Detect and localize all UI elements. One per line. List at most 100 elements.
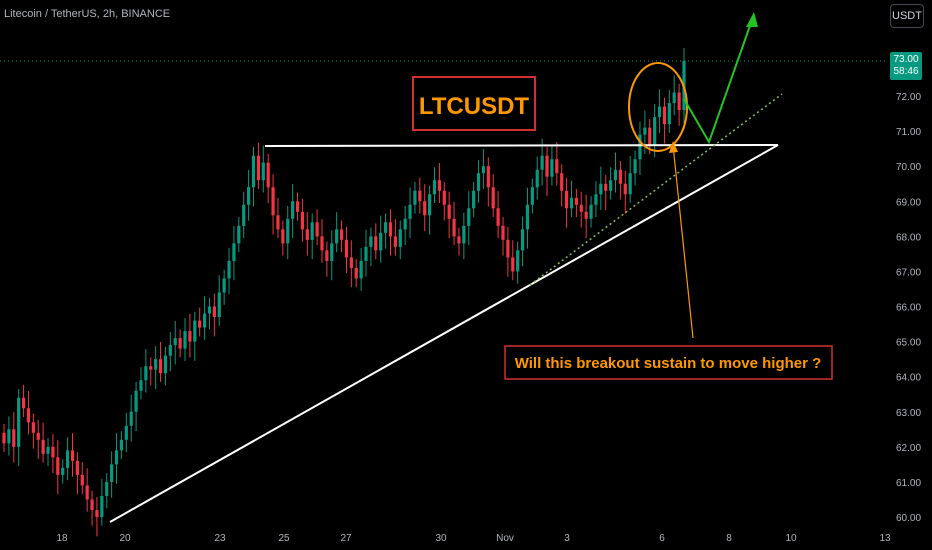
- candle[interactable]: [310, 213, 314, 260]
- candle[interactable]: [129, 394, 133, 442]
- candle[interactable]: [124, 412, 128, 453]
- candle[interactable]: [354, 259, 358, 288]
- candle[interactable]: [657, 89, 662, 133]
- candle[interactable]: [457, 227, 461, 256]
- candle[interactable]: [496, 191, 500, 239]
- candle[interactable]: [261, 145, 265, 193]
- candle[interactable]: [178, 329, 182, 358]
- candle[interactable]: [613, 152, 618, 193]
- candle[interactable]: [667, 90, 671, 133]
- candle[interactable]: [276, 198, 280, 239]
- candle[interactable]: [207, 297, 212, 330]
- candle[interactable]: [188, 313, 192, 358]
- candle[interactable]: [256, 142, 260, 190]
- candle[interactable]: [589, 196, 593, 228]
- candle[interactable]: [119, 431, 124, 460]
- candle[interactable]: [364, 229, 368, 277]
- candle[interactable]: [535, 156, 539, 200]
- candle[interactable]: [413, 181, 417, 214]
- candle[interactable]: [202, 296, 207, 340]
- candle[interactable]: [388, 209, 393, 256]
- candle[interactable]: [26, 391, 31, 435]
- candle[interactable]: [618, 160, 623, 200]
- candle[interactable]: [149, 357, 153, 386]
- candle[interactable]: [452, 201, 456, 246]
- candle[interactable]: [65, 437, 70, 481]
- candle[interactable]: [300, 198, 305, 242]
- candle[interactable]: [271, 174, 275, 235]
- candle[interactable]: [75, 452, 79, 495]
- candle[interactable]: [525, 187, 530, 249]
- candle[interactable]: [467, 191, 471, 246]
- candle[interactable]: [623, 170, 627, 214]
- candle[interactable]: [168, 332, 172, 372]
- candle[interactable]: [545, 146, 549, 197]
- candle[interactable]: [393, 219, 397, 256]
- candle[interactable]: [344, 226, 349, 274]
- candle[interactable]: [242, 191, 246, 239]
- candle[interactable]: [286, 205, 290, 260]
- candle[interactable]: [653, 104, 657, 158]
- candle[interactable]: [154, 346, 158, 389]
- candle[interactable]: [158, 341, 163, 382]
- candle[interactable]: [325, 241, 329, 277]
- candle[interactable]: [163, 346, 168, 386]
- candle[interactable]: [46, 438, 50, 467]
- candle[interactable]: [398, 220, 402, 260]
- candle[interactable]: [530, 178, 534, 214]
- candle[interactable]: [144, 348, 148, 393]
- candle[interactable]: [227, 247, 231, 295]
- candle[interactable]: [212, 293, 216, 337]
- candle[interactable]: [134, 381, 138, 432]
- candle[interactable]: [330, 230, 334, 281]
- candle[interactable]: [36, 419, 40, 460]
- candle[interactable]: [374, 223, 378, 260]
- projection-arrow[interactable]: [683, 19, 753, 145]
- candle[interactable]: [85, 468, 89, 512]
- candle[interactable]: [237, 217, 241, 253]
- candle[interactable]: [2, 424, 6, 453]
- candle[interactable]: [139, 367, 143, 400]
- candle[interactable]: [51, 433, 55, 474]
- candle[interactable]: [31, 413, 35, 449]
- candle[interactable]: [574, 189, 578, 218]
- candle[interactable]: [173, 320, 177, 365]
- candle[interactable]: [281, 220, 285, 256]
- candle[interactable]: [418, 177, 422, 214]
- candle[interactable]: [114, 433, 119, 484]
- candle[interactable]: [90, 490, 94, 526]
- candle[interactable]: [491, 174, 495, 218]
- candle[interactable]: [295, 192, 300, 221]
- candle[interactable]: [217, 275, 221, 326]
- candle[interactable]: [349, 240, 353, 288]
- candle[interactable]: [95, 497, 99, 537]
- candle[interactable]: [442, 181, 446, 221]
- candle[interactable]: [579, 191, 583, 228]
- candle[interactable]: [61, 459, 65, 484]
- candle[interactable]: [520, 216, 525, 267]
- candle[interactable]: [339, 220, 344, 253]
- candle[interactable]: [56, 440, 60, 495]
- candle[interactable]: [70, 433, 75, 477]
- candle[interactable]: [41, 422, 45, 463]
- candle[interactable]: [599, 166, 603, 211]
- candle[interactable]: [472, 181, 476, 218]
- symbol-label[interactable]: Litecoin / TetherUS, 2h, BINANCE: [4, 8, 171, 20]
- candle[interactable]: [408, 187, 412, 239]
- candle[interactable]: [7, 416, 11, 456]
- candle[interactable]: [403, 205, 407, 246]
- candle[interactable]: [604, 174, 608, 211]
- candle[interactable]: [447, 191, 451, 239]
- candle[interactable]: [486, 157, 490, 207]
- candle[interactable]: [383, 213, 388, 249]
- candle[interactable]: [247, 170, 251, 221]
- candle[interactable]: [315, 209, 319, 246]
- candle[interactable]: [506, 226, 510, 277]
- candle[interactable]: [516, 241, 520, 284]
- candle[interactable]: [222, 269, 226, 305]
- candle[interactable]: [193, 311, 197, 361]
- candle[interactable]: [183, 318, 187, 361]
- candle[interactable]: [432, 167, 437, 204]
- breakout-circle[interactable]: [628, 62, 688, 152]
